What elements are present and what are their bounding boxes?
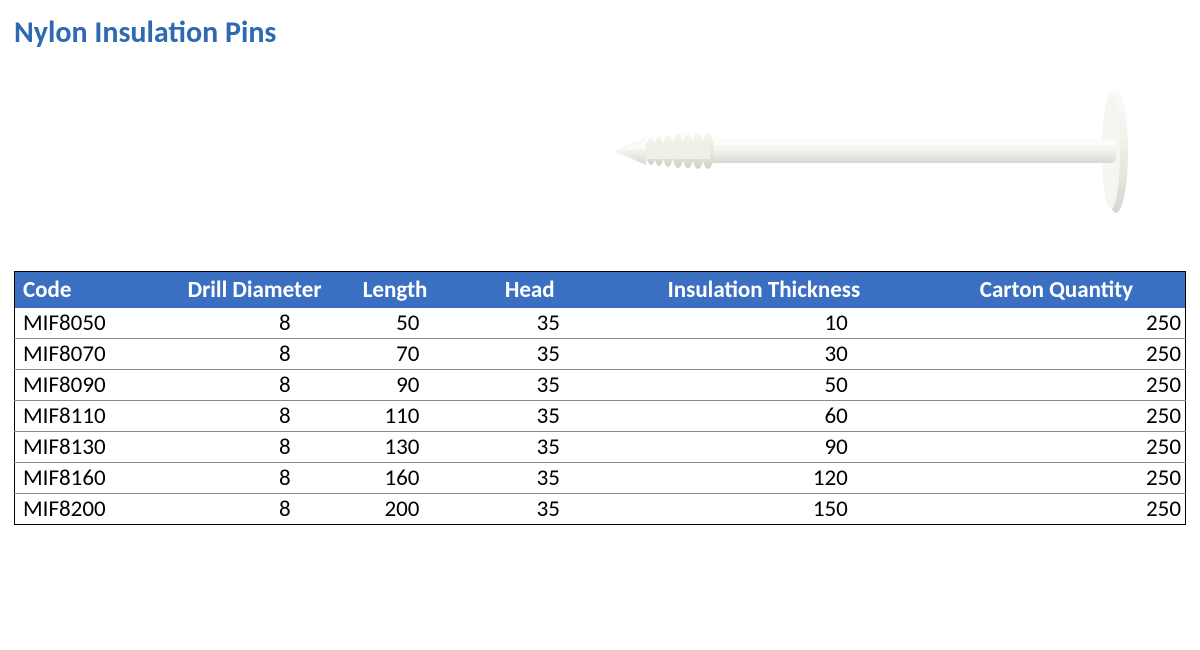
table-cell: 8 xyxy=(178,494,330,525)
column-header: Carton Quantity xyxy=(928,272,1186,309)
table-row: MIF8160816035120250 xyxy=(15,463,1186,494)
table-cell: 50 xyxy=(331,308,460,339)
column-header: Drill Diameter xyxy=(178,272,330,309)
table-cell: 200 xyxy=(331,494,460,525)
table-cell: MIF8160 xyxy=(15,463,179,494)
table-cell: 35 xyxy=(459,308,600,339)
table-cell: 35 xyxy=(459,370,600,401)
table-row: MIF80908903550250 xyxy=(15,370,1186,401)
table-cell: 35 xyxy=(459,401,600,432)
table-row: MIF8200820035150250 xyxy=(15,494,1186,525)
table-cell: 90 xyxy=(331,370,460,401)
table-cell: 8 xyxy=(178,339,330,370)
table-cell: 130 xyxy=(331,432,460,463)
table-cell: MIF8110 xyxy=(15,401,179,432)
column-header: Head xyxy=(459,272,600,309)
specs-table-body: MIF80508503510250MIF80708703530250MIF809… xyxy=(15,308,1186,525)
table-cell: 250 xyxy=(928,401,1186,432)
table-cell: 160 xyxy=(331,463,460,494)
table-cell: MIF8090 xyxy=(15,370,179,401)
table-cell: 8 xyxy=(178,463,330,494)
insulation-pin-icon xyxy=(586,71,1146,231)
table-cell: 110 xyxy=(331,401,460,432)
product-illustration-area xyxy=(14,51,1186,271)
table-cell: 50 xyxy=(600,370,928,401)
table-cell: 10 xyxy=(600,308,928,339)
table-cell: 250 xyxy=(928,308,1186,339)
table-cell: 35 xyxy=(459,432,600,463)
table-cell: 60 xyxy=(600,401,928,432)
table-cell: 35 xyxy=(459,339,600,370)
table-cell: 250 xyxy=(928,339,1186,370)
table-row: MIF813081303590250 xyxy=(15,432,1186,463)
table-cell: 90 xyxy=(600,432,928,463)
table-cell: 150 xyxy=(600,494,928,525)
column-header: Code xyxy=(15,272,179,309)
table-cell: 8 xyxy=(178,308,330,339)
table-cell: MIF8070 xyxy=(15,339,179,370)
table-cell: 35 xyxy=(459,463,600,494)
specs-table: CodeDrill DiameterLengthHeadInsulation T… xyxy=(14,271,1186,525)
table-cell: MIF8050 xyxy=(15,308,179,339)
column-header: Length xyxy=(331,272,460,309)
table-cell: 8 xyxy=(178,401,330,432)
specs-table-header: CodeDrill DiameterLengthHeadInsulation T… xyxy=(15,272,1186,309)
table-cell: 35 xyxy=(459,494,600,525)
table-row: MIF811081103560250 xyxy=(15,401,1186,432)
column-header: Insulation Thickness xyxy=(600,272,928,309)
table-cell: 120 xyxy=(600,463,928,494)
page-title: Nylon Insulation Pins xyxy=(14,14,1186,51)
table-row: MIF80708703530250 xyxy=(15,339,1186,370)
table-cell: 8 xyxy=(178,370,330,401)
table-cell: 250 xyxy=(928,370,1186,401)
table-cell: 8 xyxy=(178,432,330,463)
table-cell: 250 xyxy=(928,432,1186,463)
table-row: MIF80508503510250 xyxy=(15,308,1186,339)
table-cell: MIF8200 xyxy=(15,494,179,525)
table-cell: 250 xyxy=(928,463,1186,494)
table-cell: MIF8130 xyxy=(15,432,179,463)
table-cell: 70 xyxy=(331,339,460,370)
table-cell: 250 xyxy=(928,494,1186,525)
table-cell: 30 xyxy=(600,339,928,370)
